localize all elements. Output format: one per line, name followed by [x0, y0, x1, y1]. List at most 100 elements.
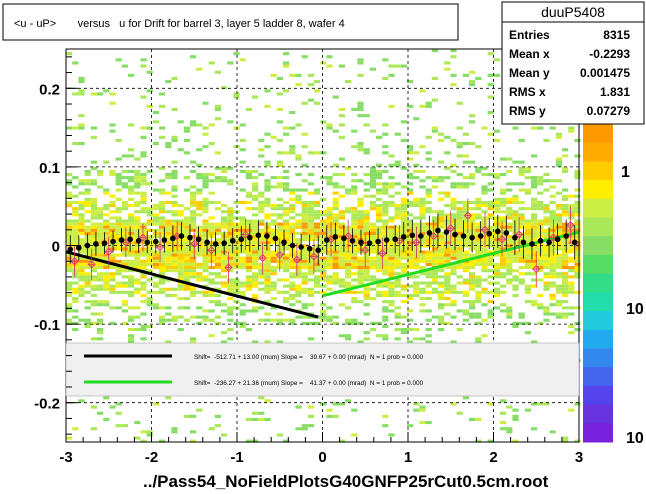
colorbar-segment-16	[583, 423, 613, 443]
black-point-17	[212, 241, 219, 247]
stats-title: duuP5408	[541, 4, 605, 20]
black-point-39	[400, 234, 407, 240]
black-point-15	[195, 236, 202, 243]
colorbar-segment-4	[583, 198, 613, 218]
black-point-5	[110, 238, 116, 245]
colorbar-segment-8	[583, 273, 613, 293]
black-point-43	[435, 227, 441, 234]
stats-label-4: RMS y	[509, 104, 546, 118]
pink-point-29	[566, 220, 575, 230]
black-point-22	[255, 232, 262, 239]
color-scale-bar	[583, 124, 613, 443]
pink-point-24	[480, 225, 490, 234]
black-point-6	[118, 237, 125, 243]
file-path-footer: ../Pass54_NoFieldPlotsG40GNFP25rCut0.5cm…	[143, 472, 549, 491]
colorbar-segment-14	[583, 385, 613, 406]
pink-point-12	[275, 250, 284, 260]
black-point-40	[409, 232, 416, 239]
black-point-49	[486, 230, 493, 237]
black-point-53	[520, 239, 527, 246]
stats-value-1: -0.2293	[589, 47, 630, 61]
black-point-9	[144, 239, 151, 246]
black-point-45	[452, 231, 458, 238]
stats-label-2: Mean y	[509, 66, 550, 80]
black-point-28	[306, 245, 313, 252]
stats-label-1: Mean x	[509, 47, 550, 61]
black-point-27	[298, 244, 304, 250]
colorbar-segment-9	[583, 292, 613, 312]
colorbar-label-1: 1	[621, 164, 630, 181]
black-point-18	[221, 240, 227, 246]
black-point-58	[563, 233, 569, 239]
y-tick-label-4: 0.2	[39, 81, 60, 98]
colorbar-segment-10	[583, 311, 613, 331]
y-axis: -0.2 -0.1 0 0.1 0.2	[34, 56, 78, 435]
black-point-13	[178, 233, 185, 239]
pink-point-18	[378, 249, 387, 258]
black-point-52	[512, 234, 518, 241]
black-point-23	[264, 233, 270, 239]
black-point-51	[503, 230, 510, 236]
black-point-21	[247, 234, 253, 241]
title-box: <u - uP> versus u for Drift for barrel 3…	[2, 3, 459, 41]
grid-lines	[66, 49, 579, 442]
black-point-48	[477, 233, 484, 239]
black-point-0	[67, 246, 74, 253]
black-point-35	[366, 240, 373, 246]
x-tick-label-4: 1	[404, 449, 412, 466]
black-point-50	[494, 228, 501, 235]
black-point-2	[84, 242, 91, 249]
x-tick-label-0: -3	[59, 449, 72, 466]
pink-point-9	[224, 263, 233, 272]
black-point-3	[93, 241, 99, 247]
black-point-26	[289, 242, 296, 249]
stats-value-2: 0.001475	[580, 66, 630, 80]
pink-point-0	[70, 257, 79, 266]
black-point-24	[272, 235, 279, 242]
fit-legend-text-black: Shift= -512.71 + 13.00 (mum) Slope = 39.…	[194, 354, 424, 361]
black-point-33	[349, 237, 356, 244]
pink-point-10	[241, 230, 250, 239]
colorbar-label-10-b: 10	[626, 430, 644, 447]
colorbar-label-10-a: 10	[626, 301, 644, 318]
black-point-29	[315, 247, 322, 254]
black-point-19	[229, 237, 236, 244]
pink-point-23	[463, 211, 472, 220]
x-axis: -3 -2 -1 0 1 2 3	[59, 432, 583, 466]
black-point-57	[554, 236, 561, 243]
black-point-46	[460, 233, 467, 239]
stats-label-0: Entries	[509, 28, 550, 42]
black-point-54	[529, 241, 535, 247]
pink-point-11	[258, 253, 267, 263]
colorbar-segment-13	[583, 367, 613, 387]
pink-point-27	[532, 264, 541, 274]
fit-lines	[65, 230, 580, 319]
black-point-41	[418, 233, 424, 239]
black-point-20	[238, 236, 245, 243]
stats-value-4: 0.07279	[587, 104, 631, 118]
chart-title: <u - uP> versus u for Drift for barrel 3…	[14, 18, 345, 30]
fit-line-1	[322, 230, 580, 298]
fit-legend: Shift= -512.71 + 13.00 (mum) Slope = 39.…	[65, 342, 580, 397]
black-point-30	[323, 237, 330, 243]
black-point-34	[358, 239, 364, 246]
pink-point-20	[412, 238, 421, 247]
stats-value-3: 1.831	[600, 85, 630, 99]
pink-point-25	[497, 235, 507, 244]
pink-point-13	[292, 255, 301, 264]
y-tick-label-1: -0.1	[34, 317, 60, 334]
colorbar-segment-1	[583, 142, 613, 162]
profile-pink-series	[70, 198, 575, 288]
black-point-8	[135, 237, 142, 244]
black-point-16	[204, 239, 210, 246]
black-point-59	[571, 239, 578, 246]
pink-point-26	[515, 230, 524, 239]
black-point-14	[187, 234, 193, 241]
y-tick-label-2: 0	[52, 239, 60, 256]
pink-point-22	[446, 224, 455, 233]
black-point-55	[537, 237, 544, 244]
black-point-38	[392, 236, 398, 243]
colorbar-segment-0	[583, 124, 613, 144]
colorbar-segment-3	[583, 180, 613, 200]
